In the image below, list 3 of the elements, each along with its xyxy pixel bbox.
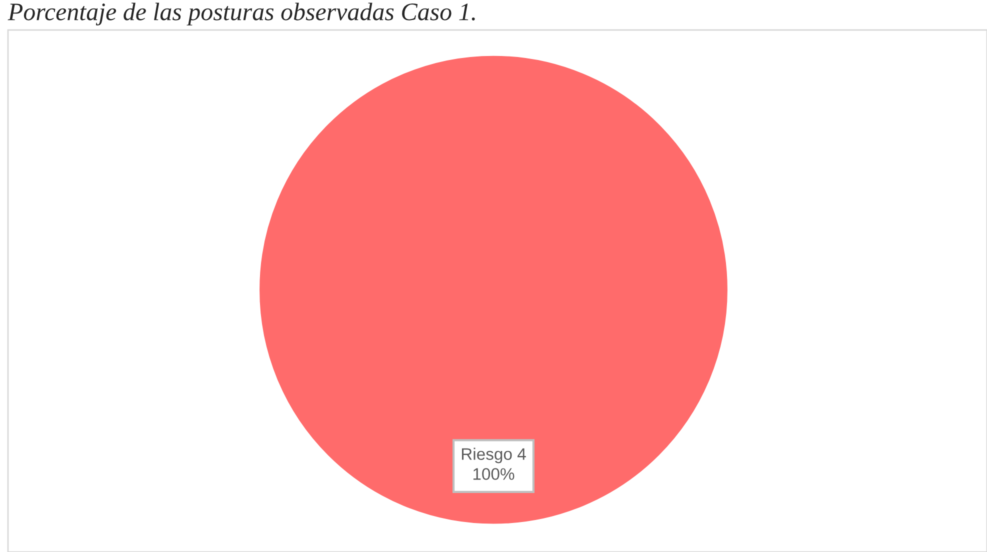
- data-label: 100%: [473, 468, 514, 480]
- slice-label: Riesgo 4: [462, 448, 526, 464]
- chart-title: Porcentaje de las posturas observadas Caso 1.: [8, 2, 475, 26]
